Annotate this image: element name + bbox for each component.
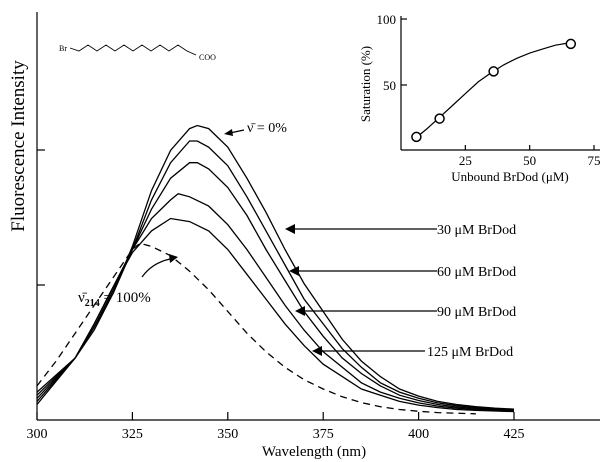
main-x-tick-label: 425: [504, 427, 525, 442]
arrowhead-90uM: [295, 306, 305, 316]
label-v214-symbol: ν̄: [78, 290, 88, 306]
inset-data-point: [434, 113, 445, 124]
arrowhead-30uM: [285, 224, 295, 234]
label-v214: ν̄214 = 100%: [78, 290, 151, 309]
inset-y-axis-label: Saturation (%): [358, 46, 373, 122]
label-60uM: 60 μM BrDod: [437, 265, 516, 280]
inset-data-point: [411, 131, 422, 143]
spectrum-line-3: [36, 162, 515, 412]
inset-fit-curve: [413, 42, 571, 140]
main-x-tick-label: 325: [122, 427, 143, 442]
spectrum-line-5: [36, 217, 515, 413]
main-x-tick-label: 350: [217, 427, 238, 442]
spectrum-line-4: [36, 192, 515, 412]
label-v-zero: ν̄ = 0%: [247, 121, 287, 136]
arrowhead-top-label: [224, 129, 233, 136]
arrowhead-125uM: [312, 346, 322, 356]
main-y-axis-label: Fluorescence Intensity: [8, 60, 29, 232]
inset-x-tick-label: 25: [459, 153, 472, 168]
main-x-tick-label: 375: [313, 427, 334, 442]
inset-chart: 100 50 25 50 75 Unbound BrDod (μM) Saturat…: [358, 12, 600, 184]
main-curves: [36, 124, 515, 415]
main-x-tick-label: 300: [27, 427, 48, 442]
spectrum-line-2: [36, 140, 515, 411]
spectrum-line-6: [36, 242, 476, 415]
main-chart: 300 325 350 375 400 425 Wavelength (nm) Fluor…: [8, 12, 600, 460]
spectrum-line-1: [36, 124, 515, 410]
arrow-v214: [141, 258, 171, 278]
label-v214-value: = 100%: [100, 290, 151, 306]
main-x-tick-label: 400: [408, 427, 429, 442]
main-x-ticks: 300 325 350 375 400 425: [27, 412, 525, 442]
label-90uM: 90 μM BrDod: [437, 305, 516, 320]
inset-marks: [411, 38, 577, 143]
inset-x-axis-label: Unbound BrDod (μM): [451, 169, 568, 184]
inset-y-tick-label: 100: [377, 12, 397, 27]
structure-br-label: Br: [59, 44, 67, 53]
inset-data-point: [565, 38, 577, 50]
bromododecanoate-structure: Br COO: [59, 44, 216, 62]
arrowhead-60uM: [289, 266, 299, 276]
inset-y-tick-label: 50: [383, 78, 396, 93]
annotations: ν̄ = 0% 30 μM BrDod 60 μM BrDod 90 μM Br…: [78, 121, 516, 360]
structure-coo-label: COO: [199, 53, 216, 62]
label-125uM: 125 μM BrDod: [427, 345, 513, 360]
arrowhead-v214: [169, 254, 178, 263]
inset-x-ticks: 25 50 75: [459, 145, 600, 168]
main-x-axis-label: Wavelength (nm): [262, 444, 366, 460]
inset-x-tick-label: 50: [523, 153, 536, 168]
label-30uM: 30 μM BrDod: [437, 223, 516, 238]
inset-data-point: [488, 66, 499, 77]
structure-chain: [69, 44, 197, 56]
label-v214-subscript: 214: [85, 298, 100, 309]
inset-x-tick-label: 75: [588, 153, 600, 168]
